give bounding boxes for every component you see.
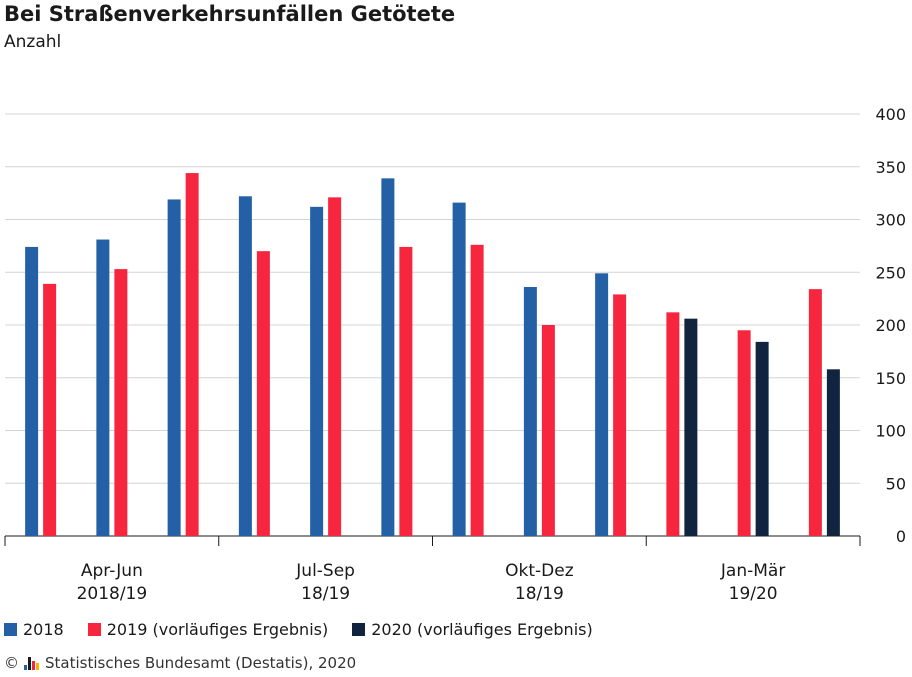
legend-label: 2020 (vorläufiges Ergebnis) (371, 620, 593, 639)
bar (399, 246, 413, 536)
group-label-line1: Apr-Jun (81, 561, 143, 581)
y-tick-label: 150 (875, 369, 906, 388)
legend-label: 2018 (23, 620, 64, 639)
destatis-logo-icon (24, 656, 40, 670)
bar (470, 244, 484, 536)
y-tick-label: 300 (875, 211, 906, 230)
copyright-symbol: © (4, 654, 19, 672)
bar (541, 325, 555, 536)
legend-label: 2019 (vorläufiges Ergebnis) (106, 620, 329, 639)
chart-subtitle: Anzahl (4, 32, 62, 52)
bar (452, 202, 466, 536)
group-label-line2: 2018/19 (77, 584, 148, 604)
group-label-line2: 18/19 (301, 584, 350, 604)
chart-title: Bei Straßenverkehrsunfällen Getötete (4, 2, 456, 26)
legend-item-2018: 2018 (4, 620, 64, 639)
legend-item-2019: 2019 (vorläufiges Ergebnis) (87, 620, 329, 639)
y-tick-label: 250 (875, 263, 906, 282)
group-label-line1: Jul-Sep (295, 561, 355, 581)
group-label-line2: 18/19 (515, 584, 564, 604)
bar (238, 196, 252, 537)
legend-item-2020: 2020 (vorläufiges Ergebnis) (352, 620, 593, 639)
bar (755, 341, 769, 536)
bar (328, 197, 342, 536)
bar (96, 239, 110, 537)
bar (167, 199, 181, 536)
bar (595, 273, 609, 536)
source-footer: © Statistisches Bundesamt (Destatis), 20… (4, 654, 356, 672)
y-tick-label: 100 (875, 422, 906, 441)
bar (114, 269, 128, 536)
group-label-line1: Okt-Dez (505, 561, 574, 581)
bar (381, 178, 395, 537)
bar (613, 294, 627, 536)
bar (25, 246, 39, 536)
group-label-line1: Jan-Mär (720, 561, 785, 581)
bar (808, 289, 822, 536)
y-tick-label: 400 (875, 105, 906, 124)
bar (523, 287, 537, 536)
legend-swatch (87, 623, 101, 636)
bar (43, 283, 57, 536)
bar (737, 330, 751, 536)
y-tick-label: 50 (886, 474, 906, 493)
bar (826, 369, 840, 536)
bar (666, 312, 680, 536)
bar (684, 318, 698, 536)
bar (310, 206, 324, 536)
group-label-line2: 19/20 (729, 584, 778, 604)
chart-plot: 0 50 100 150 200 250 300 350 400 Apr-Jun 2018/19 Ju… (4, 105, 906, 604)
legend-swatch (352, 623, 366, 636)
source-text: Statistisches Bundesamt (Destatis), 2020 (45, 654, 357, 672)
legend: 2018 2019 (vorläufiges Ergebnis) 2020 (v… (4, 620, 617, 639)
bar (256, 251, 270, 536)
y-tick-label: 0 (896, 527, 906, 546)
y-tick-label: 200 (875, 316, 906, 335)
y-tick-label: 350 (875, 158, 906, 177)
bar (185, 173, 199, 536)
legend-swatch (4, 623, 17, 636)
